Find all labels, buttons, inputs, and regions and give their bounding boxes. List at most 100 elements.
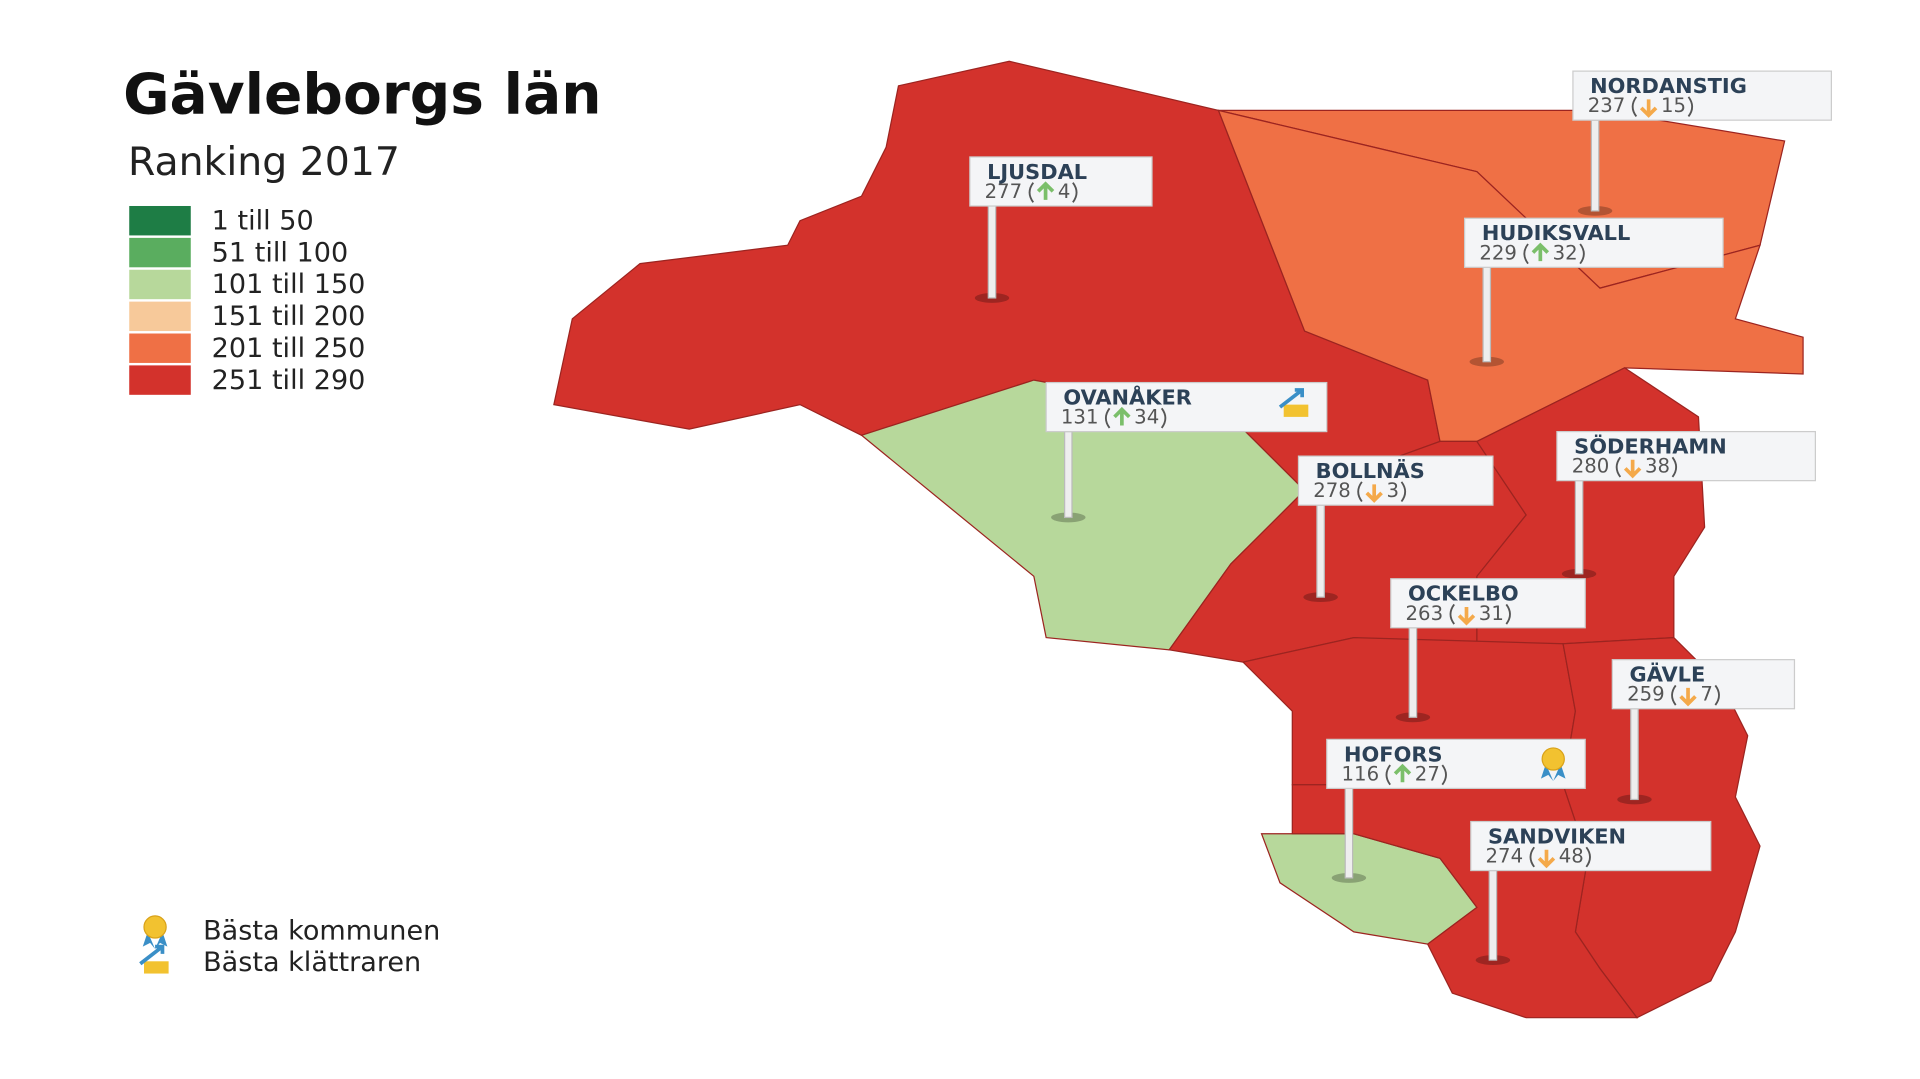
regions — [553, 60, 1804, 1019]
pin — [1590, 119, 1600, 212]
paren — [1385, 764, 1391, 786]
step — [1283, 404, 1309, 417]
label-box — [1464, 217, 1724, 268]
rank: 274 — [1486, 845, 1524, 868]
legend-label: 51 till 100 — [212, 237, 348, 268]
change: 3 — [1386, 479, 1399, 502]
pin — [1482, 266, 1492, 363]
change: 38 — [1645, 455, 1670, 478]
trend-arrow — [1639, 99, 1658, 118]
pin — [987, 205, 997, 299]
municipality-name: OCKELBO — [1408, 582, 1519, 606]
legend-swatch — [129, 205, 191, 236]
legend-label: 201 till 250 — [212, 333, 366, 364]
trend-arrow — [1531, 242, 1550, 262]
pin — [1630, 708, 1639, 801]
paren — [1671, 456, 1678, 478]
change: 32 — [1553, 241, 1578, 264]
change: 15 — [1661, 94, 1686, 117]
paren — [1615, 456, 1622, 478]
rank: 229 — [1479, 241, 1517, 264]
paren — [1714, 684, 1720, 706]
medal — [143, 915, 167, 939]
climb-arrow — [139, 944, 165, 966]
rank: 237 — [1588, 94, 1626, 117]
trend-arrow — [1679, 687, 1697, 707]
trend-arrow — [1623, 459, 1642, 479]
legend-label: 151 till 200 — [212, 301, 366, 332]
municipality-name: BOLLNÄS — [1316, 458, 1425, 483]
paren — [1585, 846, 1591, 868]
paren — [1160, 407, 1167, 429]
pin — [1316, 504, 1325, 598]
municipality-name: OVANÅKER — [1063, 385, 1191, 410]
trend-arrow — [1537, 849, 1556, 869]
legend-label: 251 till 290 — [212, 365, 366, 396]
legend-label: 1 till 50 — [212, 205, 314, 236]
paren — [1104, 407, 1111, 429]
legend-swatch — [129, 269, 191, 300]
municipality-name: LJUSDAL — [987, 160, 1087, 184]
legend-swatch — [129, 333, 191, 363]
change: 27 — [1415, 762, 1440, 785]
pin — [1488, 869, 1498, 961]
paren — [1441, 764, 1447, 786]
paren — [1687, 96, 1694, 118]
paren — [1449, 603, 1455, 625]
label-box — [969, 156, 1153, 207]
pin — [1064, 430, 1073, 519]
badge-legend-label: Bästa kommunen — [203, 915, 440, 946]
change: 31 — [1479, 602, 1504, 625]
title: Gävleborgs län — [123, 63, 602, 128]
paren — [1505, 603, 1511, 625]
trend-arrow — [1113, 406, 1131, 426]
trend-arrow — [1393, 763, 1412, 783]
legend-swatch — [129, 301, 191, 332]
label-box — [1326, 738, 1586, 790]
change: 48 — [1559, 845, 1584, 868]
pin — [1408, 627, 1418, 718]
paren — [1523, 243, 1529, 265]
municipality-name: HUDIKSVALL — [1482, 221, 1631, 245]
badge-legend-label: Bästa klättraren — [203, 947, 421, 978]
rank: 278 — [1313, 479, 1351, 502]
trend-arrow — [1036, 181, 1055, 200]
subtitle: Ranking 2017 — [128, 140, 400, 185]
label-box — [1611, 659, 1796, 710]
legend-label: 101 till 150 — [212, 269, 366, 300]
rank: 259 — [1627, 683, 1665, 706]
rank: 277 — [985, 180, 1023, 203]
trend-arrow — [1457, 606, 1476, 626]
municipality-name: SÖDERHAMN — [1574, 434, 1727, 459]
paren — [1028, 182, 1035, 203]
paren — [1631, 96, 1638, 118]
rank: 116 — [1342, 762, 1380, 785]
label-box — [1297, 455, 1494, 506]
paren — [1400, 481, 1407, 503]
paren — [1529, 846, 1535, 868]
medal — [1541, 747, 1565, 771]
paren — [1072, 182, 1078, 203]
label-box — [1470, 820, 1712, 872]
label-box — [1390, 578, 1586, 629]
label-box — [1572, 70, 1832, 121]
pin — [1344, 787, 1354, 879]
paren — [1671, 684, 1677, 706]
municipality-name: NORDANSTIG — [1590, 74, 1747, 98]
change: 4 — [1058, 180, 1071, 203]
pin — [1574, 480, 1584, 575]
legend-swatch — [129, 237, 191, 268]
rank: 263 — [1406, 602, 1444, 625]
municipality-name: HOFORS — [1344, 742, 1443, 766]
municipality-name: GÄVLE — [1630, 662, 1706, 687]
municipality-name: SANDVIKEN — [1488, 824, 1626, 848]
